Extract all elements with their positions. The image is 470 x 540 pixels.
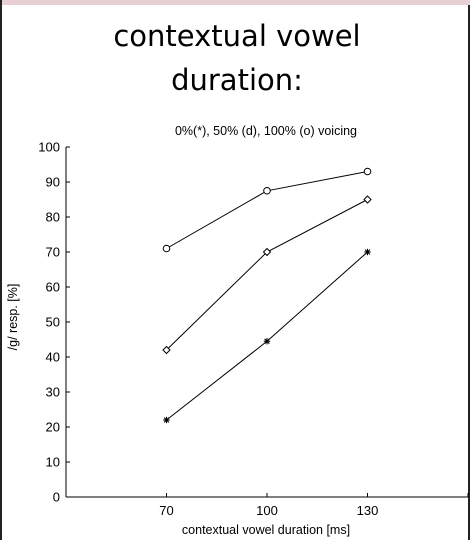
y-tick-label: 20: [46, 420, 60, 435]
slide-top-band: [2, 0, 470, 5]
series-diamond: [162, 195, 372, 355]
chart-series: [162, 167, 372, 424]
data-point-star: [163, 416, 170, 424]
data-point-star: [263, 338, 271, 345]
y-axis-label: /g/ resp. [%]: [6, 284, 20, 351]
slide-title-line-2: duration:: [171, 63, 303, 97]
data-point-star: [364, 248, 371, 256]
series-line: [166, 171, 368, 249]
data-point-circle: [363, 167, 372, 176]
x-tick-label: 100: [256, 503, 278, 518]
y-tick-label: 100: [38, 140, 60, 155]
series-line: [166, 251, 368, 421]
data-point-diamond: [162, 345, 171, 355]
data-point-diamond: [262, 247, 272, 257]
data-point-circle: [263, 186, 271, 195]
series-line: [166, 199, 368, 351]
y-tick-label: 80: [46, 210, 60, 225]
y-tick-label: 10: [46, 455, 60, 470]
x-tick-label: 130: [357, 503, 379, 518]
series-star: [163, 248, 371, 424]
x-axis-label: contextual vowel duration [ms]: [182, 523, 350, 537]
chart-title: 0%(*), 50% (d), 100% (o) voicing: [175, 124, 357, 138]
data-point-circle: [162, 244, 171, 253]
y-tick-label: 70: [46, 245, 60, 260]
slide-title-line-1: contextual vowel: [113, 19, 361, 53]
x-tick-label: 70: [159, 503, 173, 518]
y-tick-label: 50: [46, 315, 60, 330]
y-tick-label: 30: [46, 385, 60, 400]
data-point-diamond: [363, 195, 372, 204]
slide-title: contextual vowel duration:: [2, 14, 470, 102]
series-circle: [162, 167, 372, 253]
y-tick-label: 0: [53, 490, 60, 505]
chart-axes: 0 10 20 30 40 50 60 70 80 90 100 70 100 130: [38, 140, 469, 518]
y-tick-label: 60: [46, 280, 60, 295]
y-tick-label: 40: [46, 350, 60, 365]
y-tick-label: 90: [46, 175, 60, 190]
